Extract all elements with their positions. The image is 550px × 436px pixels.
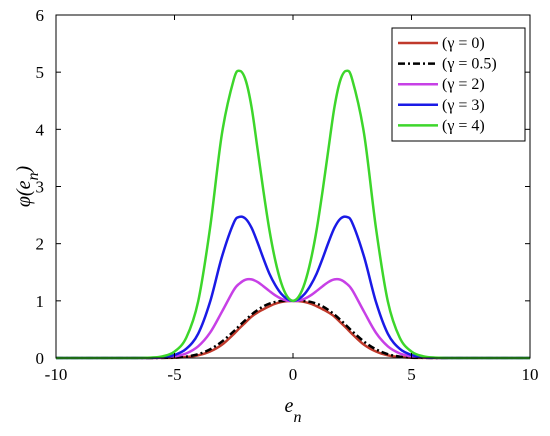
y-axis-label: φ(en) [13,166,42,208]
x-tick-label: -5 [167,365,181,384]
plot-series-group [56,69,530,360]
y-tick-label: 3 [36,178,45,197]
series-line-2 [56,277,530,360]
legend-label-2: (γ = 2) [442,76,485,93]
x-axis-label-subscript: n [293,409,301,426]
x-tick-label: 10 [522,365,539,384]
x-tick-label: 0 [289,365,298,384]
y-axis-label-suffix: ) [13,166,35,174]
series-line-1 [56,299,530,360]
x-tick-label: -10 [45,365,68,384]
y-tick-label: 5 [36,63,45,82]
x-axis-label-base: e [285,395,294,417]
y-tick-label: 4 [36,120,45,139]
series-line-0 [56,299,530,360]
x-axis-label: en [285,395,302,426]
series-line-3 [56,215,530,360]
y-axis-label-base: e [13,180,35,189]
y-tick-label: 2 [36,235,45,254]
legend-label-0: (γ = 0) [442,35,485,52]
x-tick-label: 5 [407,365,416,384]
y-axis-label-subscript: n [25,173,42,181]
legend-label-1: (γ = 0.5) [442,56,497,73]
legend: (γ = 0) (γ = 0.5) (γ = 2) (γ = 3) (γ = 4) [391,27,526,142]
series-line-4 [56,69,530,360]
y-tick-label: 6 [36,6,45,25]
y-axis-label-prefix: φ( [13,188,35,207]
legend-label-4: (γ = 4) [442,117,485,134]
y-tick-label: 1 [36,292,45,311]
legend-label-3: (γ = 3) [442,97,485,114]
y-tick-label: 0 [36,349,45,368]
tick-group: -10 -5 0 5 10 0 1 2 3 4 5 6 [36,6,539,384]
